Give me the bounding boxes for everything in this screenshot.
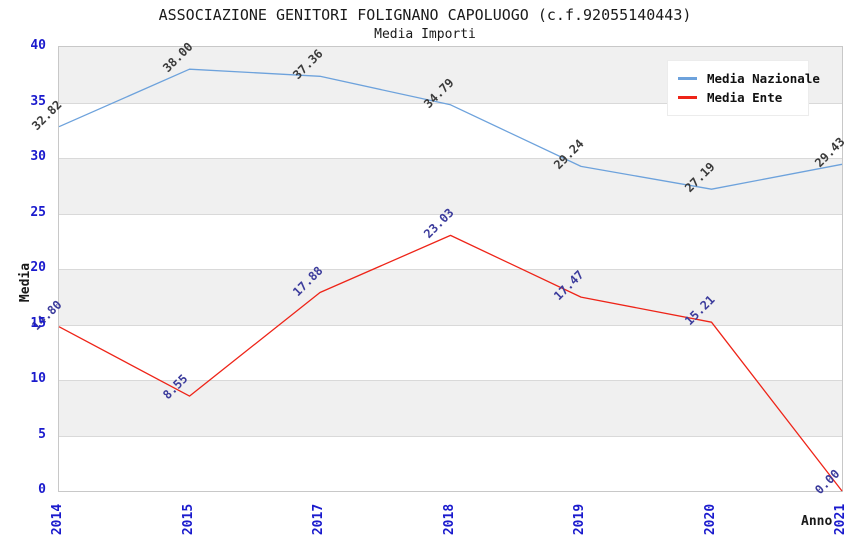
y-tick-label: 15 (30, 315, 46, 331)
legend-label: Media Nazionale (707, 71, 820, 86)
band (59, 158, 842, 214)
legend-line-swatch (678, 77, 697, 80)
y-tick-label: 5 (38, 426, 46, 442)
legend-label: Media Ente (707, 90, 783, 105)
gridline (59, 214, 842, 215)
x-tick-label: 2019 (572, 503, 588, 536)
x-axis-title: Anno (801, 514, 833, 529)
band (59, 213, 842, 269)
y-tick-label: 30 (30, 149, 46, 164)
gridline (59, 269, 842, 270)
series-line-media-ente (58, 234, 843, 492)
legend-item: Media Ente (678, 89, 808, 106)
chart-title: ASSOCIAZIONE GENITORI FOLIGNANO CAPOLUOG… (158, 6, 692, 24)
x-tick-label: 2020 (702, 503, 718, 536)
legend: Media Nazionale Media Ente (667, 60, 820, 116)
y-tick-label: 35 (30, 93, 46, 109)
band (59, 324, 842, 380)
chart-subtitle: Media Importi (374, 27, 476, 42)
x-tick-label: 2014 (50, 503, 66, 536)
plot-area: 32.82 38.00 37.36 34.79 29.24 27.19 29.43 14.80… (29, 40, 847, 497)
legend-item: Media Nazionale (678, 70, 820, 87)
y-tick-label: 25 (30, 204, 46, 220)
series-lines (58, 68, 843, 492)
x-tick-label: 2017 (311, 503, 327, 536)
gridline (59, 103, 842, 104)
x-tick-label: 2015 (180, 503, 196, 536)
y-axis-title: Media (18, 262, 34, 303)
gridline (59, 158, 842, 159)
y-tick-label: 20 (30, 260, 46, 275)
gridline (59, 380, 842, 381)
y-tick-label: 0 (38, 482, 46, 497)
gridline (59, 436, 842, 437)
band (59, 269, 842, 325)
gridline (59, 325, 842, 326)
band (59, 435, 842, 491)
band (59, 380, 842, 436)
x-tick-label: 2018 (441, 503, 457, 536)
y-tick-label: 40 (30, 38, 46, 53)
series-line-media-nazionale (58, 68, 843, 190)
y-tick-label: 10 (30, 371, 46, 386)
x-tick-label: 2021 (833, 503, 849, 536)
legend-line-swatch (678, 96, 697, 99)
